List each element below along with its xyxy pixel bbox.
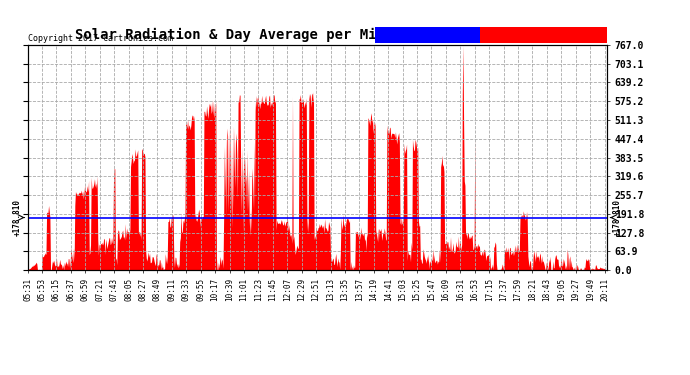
Text: +178.810: +178.810 [613,199,622,236]
Text: Median (w/m2): Median (w/m2) [395,30,460,39]
Text: +178.810: +178.810 [13,199,22,236]
Bar [480,27,607,43]
Text: Copyright 2017 Cartronics.com: Copyright 2017 Cartronics.com [28,34,172,43]
Bar [375,27,480,43]
Text: Radiation (w/m2): Radiation (w/m2) [504,30,584,39]
Title: Solar Radiation & Day Average per Minute  Fri Jul 14 20:28: Solar Radiation & Day Average per Minute… [75,28,560,42]
